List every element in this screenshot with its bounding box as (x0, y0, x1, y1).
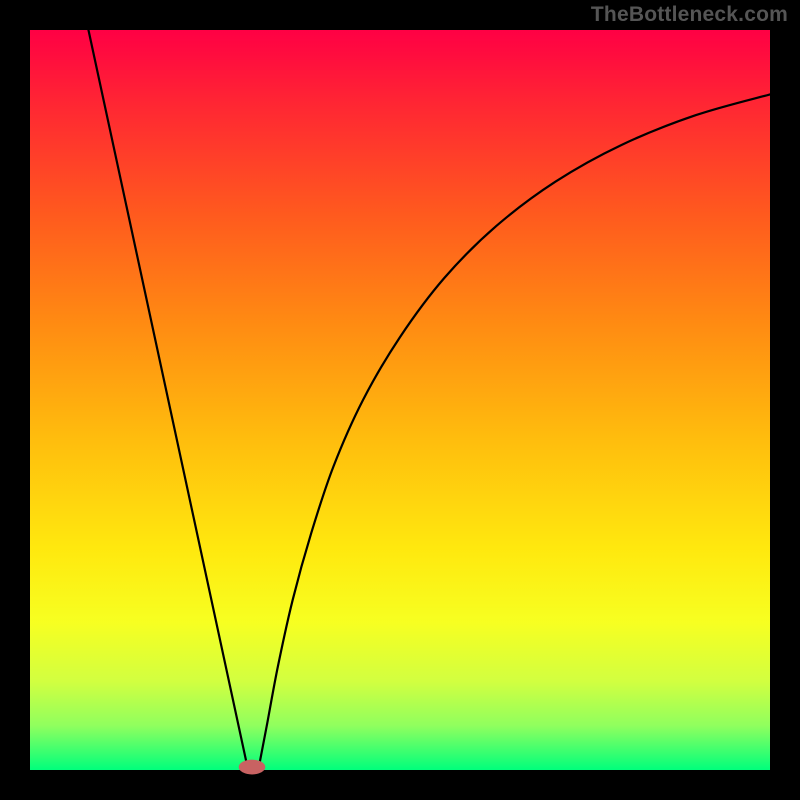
plot-background-gradient (30, 30, 770, 770)
chart-svg (0, 0, 800, 800)
minimum-marker (239, 760, 266, 775)
watermark-text: TheBottleneck.com (591, 3, 788, 27)
chart-frame: TheBottleneck.com (0, 0, 800, 800)
